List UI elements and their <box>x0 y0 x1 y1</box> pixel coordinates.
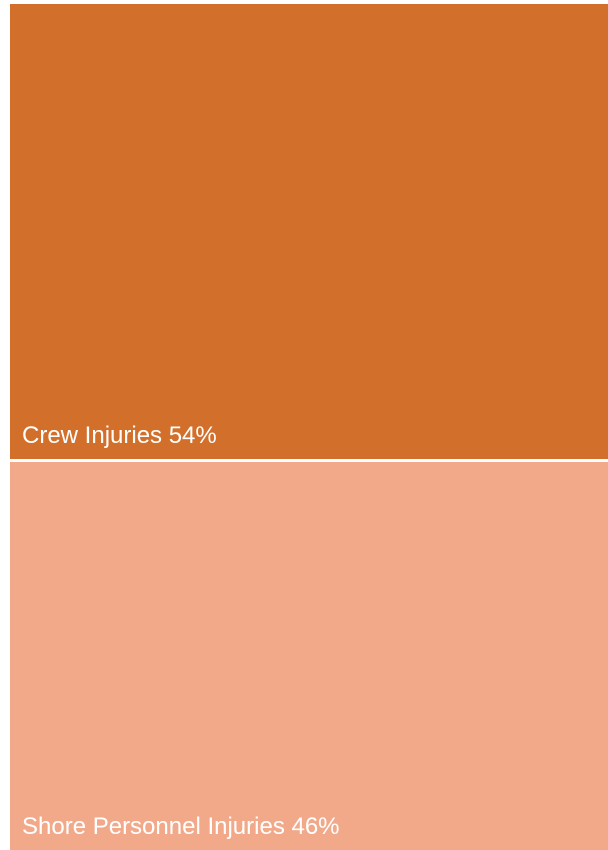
treemap-tile-1: Crew Injuries 54% <box>10 4 608 459</box>
treemap-tile-2: Shore Personnel Injuries 46% <box>10 462 608 850</box>
treemap-chart: Crew Injuries 54% Shore Personnel Injurie… <box>10 4 608 850</box>
treemap-tile-label: Shore Personnel Injuries 46% <box>22 813 340 841</box>
treemap-tile-label: Crew Injuries 54% <box>22 422 217 450</box>
